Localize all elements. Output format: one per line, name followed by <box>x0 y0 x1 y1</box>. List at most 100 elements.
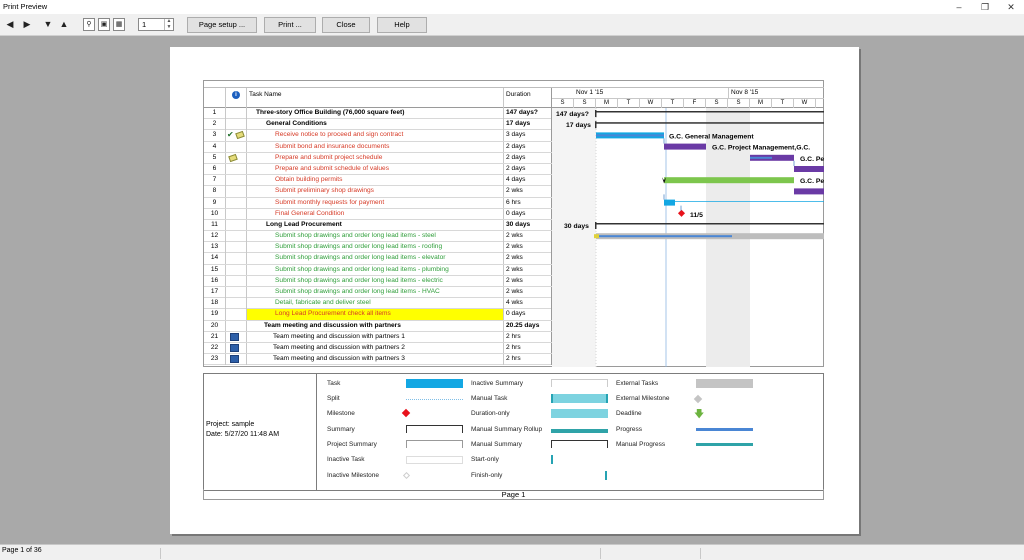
page-number-input[interactable]: 1 ▲ ▼ <box>138 18 174 31</box>
task-name: Detail, fabricate and deliver steel <box>247 298 504 309</box>
table-row[interactable]: 6 Prepare and submit schedule of values 2 … <box>204 163 552 176</box>
table-row[interactable]: 4 Submit bond and insurance documents 2 da… <box>204 141 552 153</box>
task-duration: 6 hrs <box>504 197 552 208</box>
table-row[interactable]: 22 Team meeting and discussion with partn… <box>204 342 552 355</box>
legend-summary-swatch <box>406 425 463 433</box>
table-row[interactable]: 13 Submit shop drawings and order long le… <box>204 242 552 254</box>
page-right-icon[interactable]: ▶ <box>23 19 31 29</box>
task-name: Prepare and submit project schedule <box>247 152 504 164</box>
close-button[interactable]: Close <box>322 17 370 33</box>
table-row[interactable]: 11 Long Lead Procurement 30 days <box>204 219 552 232</box>
task-duration: 2 hrs <box>504 331 552 343</box>
table-row[interactable]: 14 Submit shop drawings and order long le… <box>204 253 552 265</box>
row-id: 8 <box>204 186 226 197</box>
page-left-icon[interactable]: ◀ <box>6 19 14 29</box>
row-indicator <box>226 186 247 197</box>
task-duration: 0 days <box>504 208 552 220</box>
table-row[interactable]: 3 ✔ Receive notice to proceed and sign con… <box>204 130 552 142</box>
table-row[interactable]: 17 Submit shop drawings and order long le… <box>204 287 552 299</box>
legend-project-summary-label: Project Summary <box>327 441 377 448</box>
row-id: 6 <box>204 163 226 175</box>
legend-task-label: Task <box>327 380 341 387</box>
resource-label: G.C. Pe <box>800 178 824 185</box>
task-duration: 2 days <box>504 152 552 164</box>
table-row[interactable]: 5 Prepare and submit project schedule 2 da… <box>204 152 552 164</box>
table-row[interactable]: 7 Obtain building permits 4 days <box>204 175 552 187</box>
row-indicator <box>226 141 247 153</box>
task-name: Team meeting and discussion with partner… <box>247 354 504 365</box>
legend-manual-task-swatch <box>551 394 608 403</box>
legend-manual-summary-rollup-swatch <box>551 429 608 433</box>
day-label: W <box>794 99 816 108</box>
page-setup-button[interactable]: Page setup ... <box>187 17 257 33</box>
day-label: W <box>640 99 662 108</box>
summary-duration-label: 30 days <box>564 223 589 230</box>
row-indicator <box>226 175 247 186</box>
table-header: i Task Name Duration Nov 1 '15 Nov 8 '15… <box>204 87 824 108</box>
close-icon[interactable]: ✕ <box>1007 2 1015 12</box>
task-name: Submit preliminary shop drawings <box>247 186 504 197</box>
task-duration: 2 wks <box>504 287 552 298</box>
legend-milestone-icon <box>401 408 411 418</box>
multiple-pages-icon[interactable]: ▦ <box>113 18 125 31</box>
help-button[interactable]: Help <box>377 17 427 33</box>
progress-bar <box>596 134 664 137</box>
window-title: Print Preview <box>3 2 48 11</box>
row-id: 13 <box>204 242 226 253</box>
table-row[interactable]: 9 Submit monthly requests for payment 6 hr… <box>204 197 552 209</box>
task-duration: 4 days <box>504 175 552 186</box>
table-row[interactable]: 12 Submit shop drawings and order long le… <box>204 231 552 243</box>
task-name: Team meeting and discussion with partner… <box>247 320 504 332</box>
zoom-icon[interactable]: ⚲ <box>83 18 95 31</box>
page-down-icon[interactable]: ▼ <box>43 19 53 29</box>
summary-bar-end <box>595 121 597 129</box>
task-name: Obtain building permits <box>247 175 504 186</box>
row-id: 5 <box>204 152 226 164</box>
restore-icon[interactable]: ❐ <box>980 2 990 12</box>
row-id: 9 <box>204 197 226 208</box>
task-name: Receive notice to proceed and sign contr… <box>247 130 504 141</box>
table-row[interactable]: 19 Long Lead Procurement check all items 0… <box>204 309 552 321</box>
day-label: T <box>618 99 640 108</box>
task-duration: 2 hrs <box>504 354 552 365</box>
row-indicator <box>226 331 247 343</box>
table-row[interactable]: 16 Submit shop drawings and order long le… <box>204 275 552 287</box>
table-row[interactable]: 10 Final General Condition 0 days <box>204 208 552 220</box>
row-indicator <box>226 119 247 130</box>
task-duration: 2 wks <box>504 231 552 242</box>
table-row[interactable]: 18 Detail, fabricate and deliver steel 4 w… <box>204 298 552 310</box>
table-row[interactable]: 2 General Conditions 17 days <box>204 119 552 131</box>
table-row[interactable]: 21 Team meeting and discussion with partn… <box>204 331 552 343</box>
project-info: Project: sample Date: 5/27/20 11:48 AM <box>206 420 279 440</box>
legend-duration-only-swatch <box>551 409 608 418</box>
row-indicator <box>226 298 247 309</box>
one-page-icon[interactable]: ▣ <box>98 18 110 31</box>
legend-finish-only-label: Finish-only <box>471 472 503 479</box>
legend-manual-summary-rollup-label: Manual Summary Rollup <box>471 426 543 433</box>
task-duration: 2 wks <box>504 253 552 264</box>
table-row[interactable]: 8 Submit preliminary shop drawings 2 wks <box>204 186 552 198</box>
legend-progress-swatch <box>696 428 753 431</box>
day-label: S <box>552 99 574 108</box>
progress-bar <box>596 235 732 238</box>
legend-manual-progress-swatch <box>696 443 753 446</box>
print-button[interactable]: Print ... <box>264 17 316 33</box>
table-row[interactable]: 1 Three-story Office Building (76,000 squ… <box>204 108 552 120</box>
row-id: 17 <box>204 287 226 298</box>
task-duration: 20.25 days <box>504 320 552 332</box>
legend-start-only-label: Start-only <box>471 456 499 463</box>
page-spinner-icon[interactable]: ▲ ▼ <box>164 18 173 30</box>
task-duration: 2 wks <box>504 275 552 287</box>
minimize-icon[interactable]: – <box>956 2 962 12</box>
status-divider <box>600 548 601 559</box>
table-row[interactable]: 20 Team meeting and discussion with partn… <box>204 320 552 332</box>
row-indicator <box>226 197 247 208</box>
task-name: Prepare and submit schedule of values <box>247 163 504 175</box>
day-label: T <box>662 99 684 108</box>
row-id: 14 <box>204 253 226 264</box>
table-row[interactable]: 23 Team meeting and discussion with partn… <box>204 354 552 366</box>
legend-summary-label: Summary <box>327 426 355 433</box>
table-row[interactable]: 15 Submit shop drawings and order long le… <box>204 264 552 276</box>
row-indicator <box>226 342 247 354</box>
page-up-icon[interactable]: ▲ <box>59 19 69 29</box>
